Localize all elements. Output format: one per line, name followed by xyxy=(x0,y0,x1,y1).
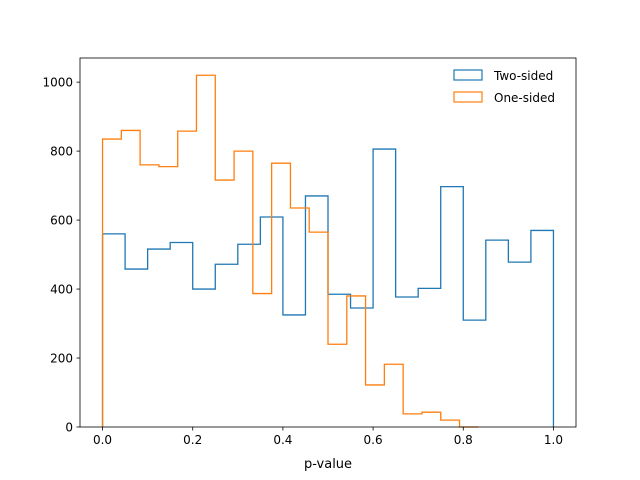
x-tick-label: 0.6 xyxy=(364,433,383,447)
y-tick-label: 1000 xyxy=(42,75,73,89)
y-tick-label: 800 xyxy=(50,144,73,158)
x-tick-label: 0.2 xyxy=(183,433,202,447)
legend-swatch-one-sided xyxy=(453,91,483,103)
legend-label-one-sided: One-sided xyxy=(494,91,555,105)
x-axis-label: p-value xyxy=(304,457,352,472)
axes-frame xyxy=(79,57,577,428)
y-tick-label: 200 xyxy=(50,351,73,365)
x-tick-label: 0.8 xyxy=(454,433,473,447)
plot-area xyxy=(101,74,555,428)
y-tick-label: 600 xyxy=(50,213,73,227)
x-tick-label: 1.0 xyxy=(544,433,563,447)
series-one-sided-step xyxy=(101,74,479,428)
y-tick-label: 400 xyxy=(50,282,73,296)
x-tick-label: 0.0 xyxy=(93,433,112,447)
legend: Two-sided One-sided xyxy=(453,69,555,105)
x-tick-label: 0.4 xyxy=(273,433,292,447)
y-tick-label: 0 xyxy=(65,420,73,434)
legend-label-two-sided: Two-sided xyxy=(493,69,553,83)
axes: 0.0 0.2 0.4 0.6 0.8 1.0 0 200 400 600 800 1000 xyxy=(42,57,577,447)
legend-swatch-two-sided xyxy=(453,69,483,81)
